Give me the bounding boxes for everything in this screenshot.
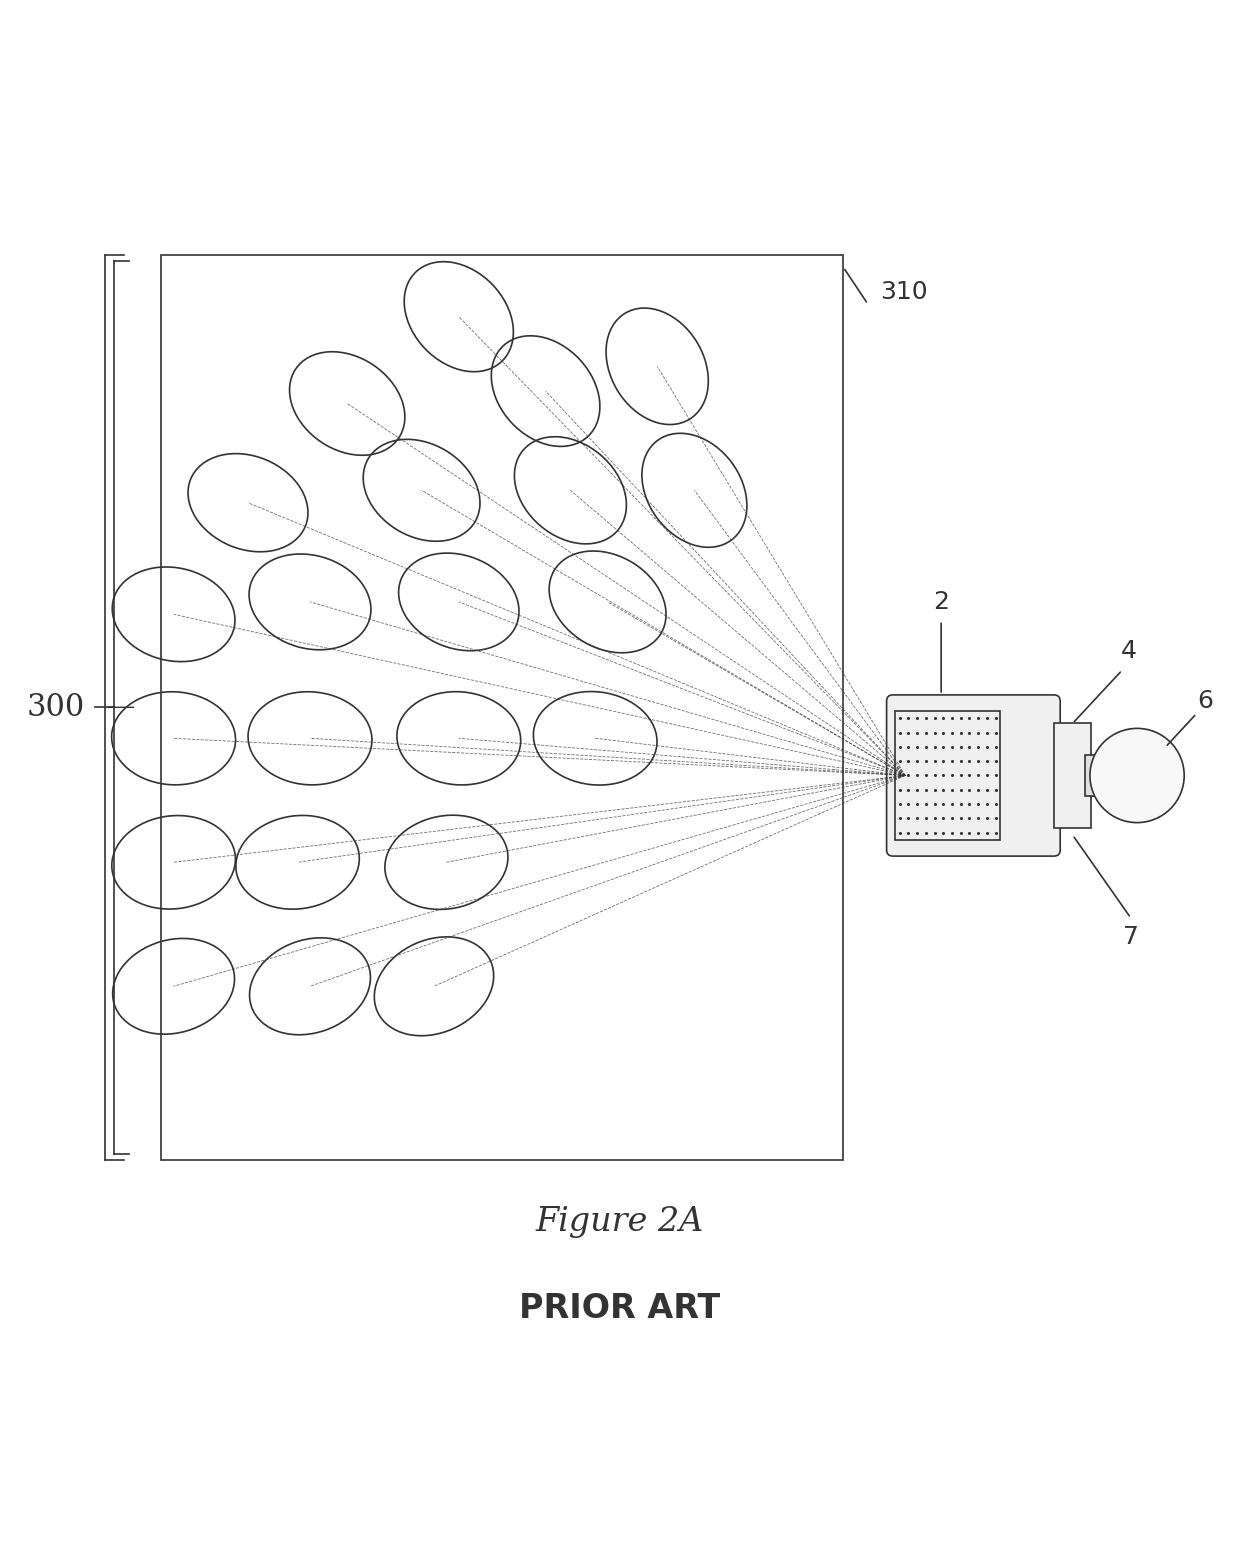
FancyBboxPatch shape — [887, 695, 1060, 856]
Bar — [1085, 755, 1100, 796]
Text: 4: 4 — [1121, 639, 1136, 664]
Text: PRIOR ART: PRIOR ART — [520, 1292, 720, 1325]
Bar — [1054, 723, 1091, 828]
Text: 310: 310 — [880, 279, 928, 304]
Text: Figure 2A: Figure 2A — [536, 1205, 704, 1238]
Circle shape — [1090, 729, 1184, 822]
Bar — [161, 254, 843, 1160]
Text: 300: 300 — [27, 692, 84, 723]
Bar — [895, 710, 999, 841]
Text: 7: 7 — [1123, 924, 1138, 949]
Text: 6: 6 — [1198, 689, 1213, 713]
Text: 2: 2 — [934, 589, 949, 614]
